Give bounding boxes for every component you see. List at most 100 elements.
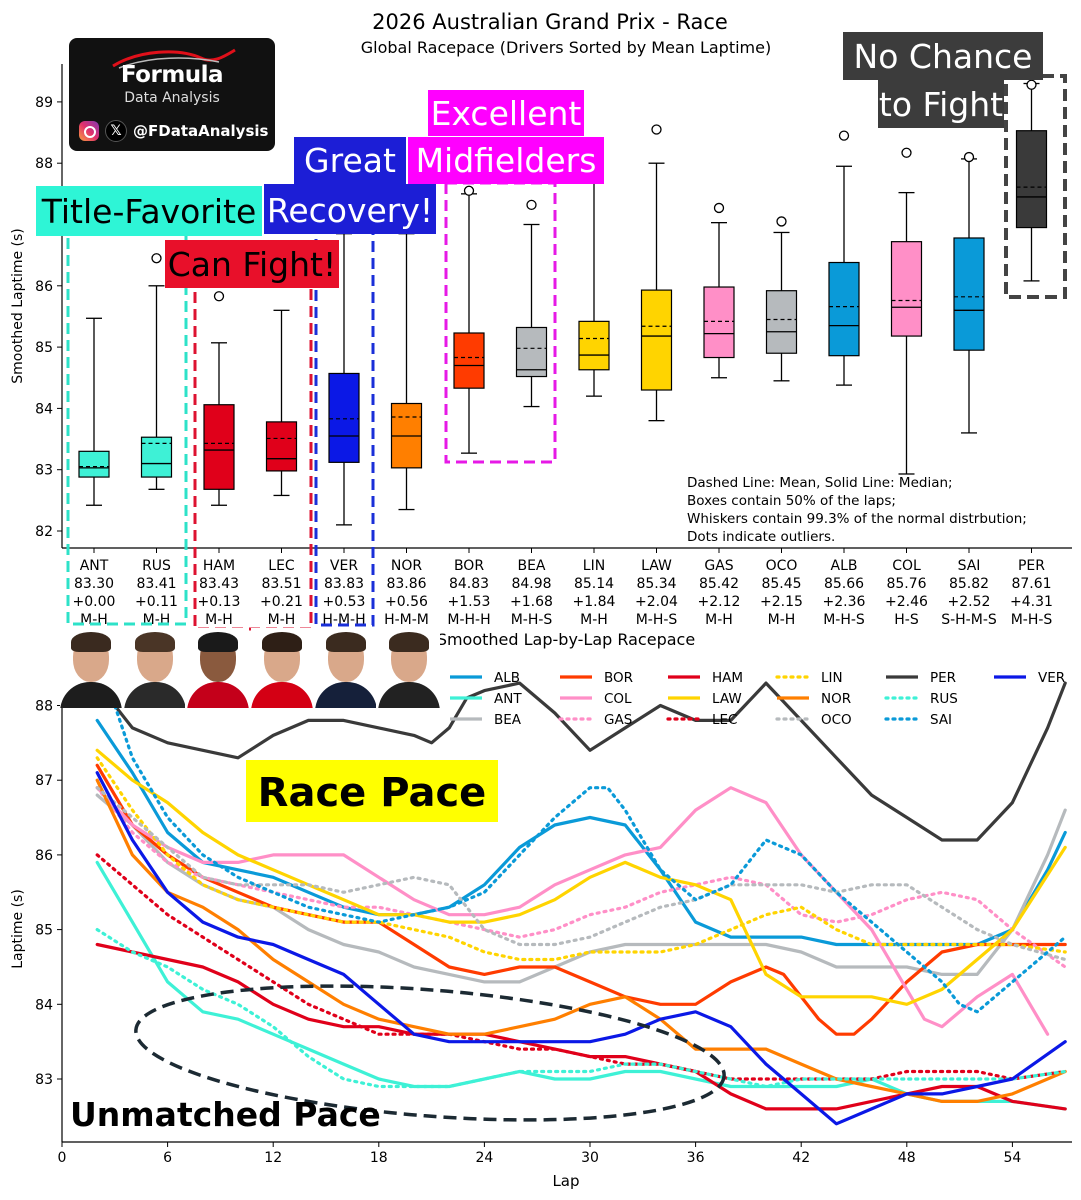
box-ham: HAM 83.43 +0.13 M-H — [198, 291, 241, 628]
x-tick-label: +2.15 — [760, 594, 803, 610]
y-tick-label: 84 — [35, 401, 53, 417]
annotation-no-chance: No Chance to Fight — [843, 32, 1067, 299]
x-tick-label: VER — [330, 558, 358, 574]
x-tick-label: 42 — [792, 1150, 810, 1166]
driver-photo-ver — [314, 628, 377, 708]
x-tick-label: 24 — [475, 1150, 493, 1166]
x-tick-label: ANT — [80, 558, 109, 574]
x-tick-label: +2.52 — [948, 594, 991, 610]
x-tick-label: M-H — [205, 612, 233, 628]
y-tick-label: 89 — [35, 95, 53, 111]
x-tick-label: 30 — [581, 1150, 599, 1166]
annotation-title-favorite: Title-Favorite — [36, 186, 262, 626]
legend-label-ant: ANT — [494, 691, 522, 707]
x-tick-label: 54 — [1003, 1150, 1021, 1166]
legend-label-ham: HAM — [712, 670, 743, 686]
x-tick-label: BEA — [517, 558, 545, 574]
x-tick-label: M-H — [768, 612, 796, 628]
brand-name: Formula — [120, 62, 224, 88]
note-line-1: Dashed Line: Mean, Solid Line: Median; — [687, 475, 953, 491]
y-tick-label: 84 — [35, 997, 53, 1013]
annotation-can-fight: Can Fight! — [165, 240, 339, 631]
x-tick-label: LEC — [268, 558, 295, 574]
unmatched-pace-ellipse — [134, 984, 726, 1122]
x-tick-label: M-H — [580, 612, 608, 628]
legend-label-lin: LIN — [821, 670, 843, 686]
x-tick-label: GAS — [704, 558, 733, 574]
x-tick-label: HAM — [203, 558, 235, 574]
driver-photo-rus — [123, 628, 186, 708]
box-body — [453, 332, 485, 389]
series-line-rus — [95, 928, 1067, 1089]
social-handle: @FDataAnalysis — [133, 122, 269, 140]
series-line-ant — [95, 860, 1067, 1111]
driver-photos — [60, 628, 441, 708]
x-tick-label: 85.42 — [699, 576, 739, 592]
x-tick-label: +0.13 — [198, 594, 241, 610]
x-tick-label: 83.43 — [199, 576, 239, 592]
series-line-lin — [95, 756, 1067, 962]
boxplot-explanation: Dashed Line: Mean, Solid Line: Median; B… — [687, 475, 1027, 545]
annotation-great-recovery: Great Recovery! — [264, 137, 436, 627]
x-tick-label: 85.76 — [886, 576, 926, 592]
x-tick-label: +0.11 — [135, 594, 178, 610]
box-alb: ALB 85.66 +2.36 M-H-S — [823, 130, 866, 628]
x-tick-label: +2.46 — [885, 594, 928, 610]
outlier-point — [838, 130, 850, 141]
legend-label-bea: BEA — [494, 712, 522, 728]
box-nor: NOR 83.86 +0.56 H-M-M — [384, 233, 429, 628]
x-tick-label: BOR — [454, 558, 484, 574]
legend-label-bor: BOR — [604, 670, 633, 686]
series-line-nor — [95, 778, 1067, 1103]
y-tick-label: 88 — [35, 156, 53, 172]
box-body — [640, 289, 673, 391]
legend-label-gas: GAS — [604, 712, 632, 728]
outlier-point — [713, 202, 725, 214]
box-body — [890, 241, 923, 337]
x-tick-label: +1.68 — [510, 594, 553, 610]
x-tick-label: 87.61 — [1011, 576, 1051, 592]
legend-label-per: PER — [930, 670, 956, 686]
series-line-lec — [95, 853, 1067, 1081]
x-tick-label: 85.14 — [574, 576, 614, 592]
x-tick-label: PER — [1018, 558, 1045, 574]
x-tick-label: M-H-S — [511, 612, 553, 628]
legend-label-ver: VER — [1038, 670, 1065, 686]
y-tick-label: 85 — [35, 923, 53, 939]
y-tick-label: 86 — [35, 848, 53, 864]
box-body — [578, 320, 610, 371]
outlier-point — [776, 216, 787, 227]
box-body — [1015, 130, 1048, 229]
legend-label-col: COL — [604, 691, 632, 707]
box-rus: RUS 83.41 +0.11 M-H — [135, 253, 178, 628]
x-tick-label: M-H-S — [636, 612, 678, 628]
box-sai: SAI 85.82 +2.52 S-H-M-S — [941, 151, 997, 628]
legend-label-law: LAW — [712, 691, 742, 707]
box-ver: VER 83.83 +0.53 H-M-H — [322, 233, 366, 628]
y-tick-label: 83 — [35, 463, 53, 479]
x-tick-label: M-H-S — [1011, 612, 1053, 628]
x-tick-label: 85.82 — [949, 576, 989, 592]
no-chance-label-1: No Chance — [854, 37, 1033, 76]
y-tick-label: 88 — [35, 699, 53, 715]
x-tick-label: 85.66 — [824, 576, 864, 592]
box-body — [203, 404, 235, 490]
x-tick-label: +1.84 — [573, 594, 616, 610]
series-line-per — [95, 666, 1067, 842]
x-tick-label: 83.86 — [386, 576, 426, 592]
outlier-point — [151, 253, 162, 264]
box-body — [828, 261, 860, 357]
x-tick-label: ALB — [831, 558, 858, 574]
note-line-2: Boxes contain 50% of the laps; — [687, 493, 896, 509]
x-tick-label: COL — [892, 558, 921, 574]
legend-label-sai: SAI — [930, 712, 952, 728]
box-body — [515, 326, 548, 378]
x-icon: 𝕏 — [105, 120, 127, 142]
outlier-point — [526, 199, 537, 211]
series-line-ver — [95, 771, 1067, 1126]
series-line-oco — [95, 786, 1067, 962]
x-tick-label: M-H-S — [823, 612, 865, 628]
lineplot-area: 83 84 85 86 87 88 0 6 12 18 24 30 36 42 48 54 Lap Laptime… — [10, 656, 1072, 1190]
x-axis-label: Lap — [552, 1172, 579, 1190]
box-bea: BEA 84.98 +1.68 M-H-S — [510, 199, 553, 628]
